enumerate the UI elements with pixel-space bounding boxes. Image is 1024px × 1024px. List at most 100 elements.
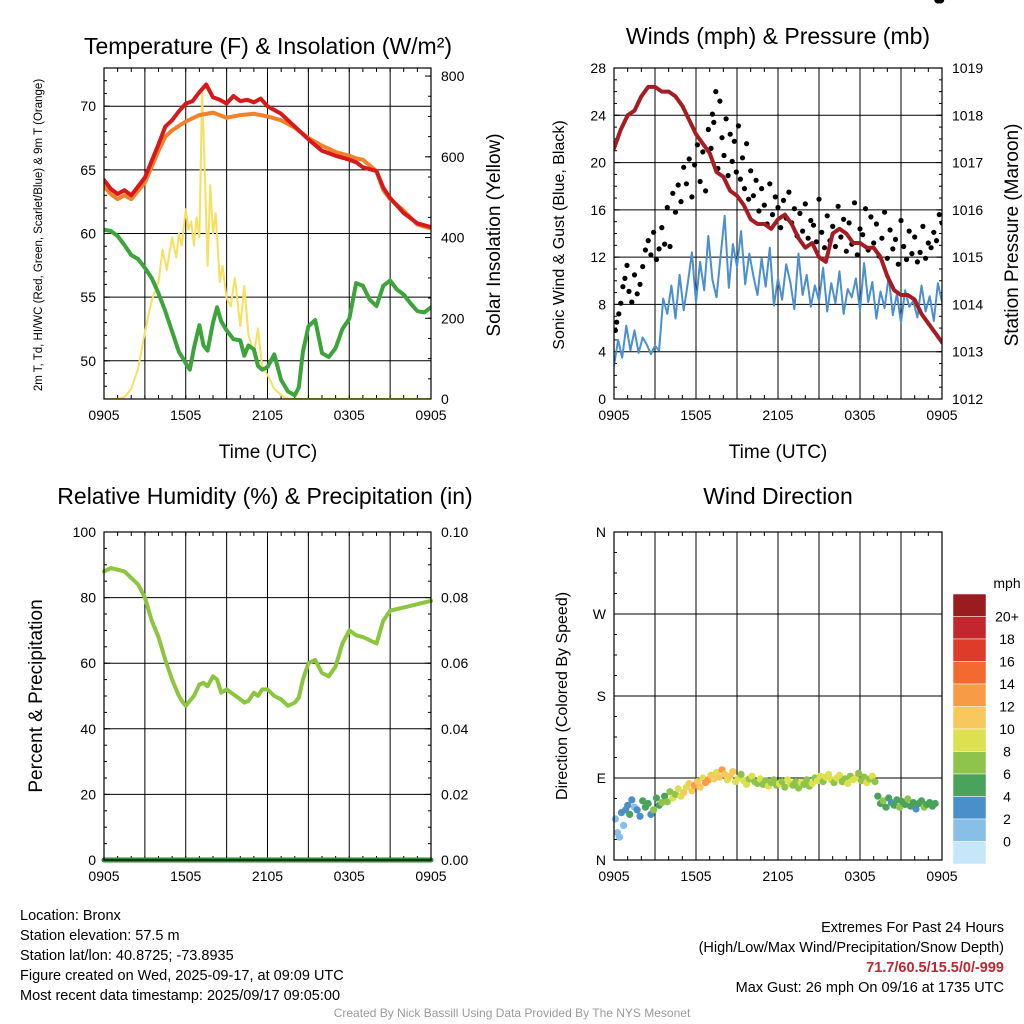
direction-point bbox=[688, 787, 696, 795]
temperature-plot-area: 0905 1505 2105 0305 0905 50 55 60 65 70 0 200 400 600… bbox=[80, 67, 465, 423]
x-tick-label: 0905 bbox=[598, 868, 629, 884]
direction-point bbox=[715, 773, 723, 781]
x-tick-label: 1505 bbox=[170, 868, 201, 884]
direction-point bbox=[671, 790, 680, 799]
direction-point bbox=[931, 799, 939, 808]
direction-point bbox=[636, 812, 644, 820]
gust-point bbox=[683, 181, 690, 187]
x-tick-label: 2105 bbox=[252, 407, 283, 423]
colorbar-label: 18 bbox=[999, 631, 1015, 647]
direction-point bbox=[743, 780, 751, 789]
y2-tick-label: 400 bbox=[441, 230, 465, 246]
gust-point bbox=[819, 229, 825, 235]
gust-point bbox=[675, 182, 681, 188]
direction-ylabel-left: Direction (Colored By Speed) bbox=[554, 592, 571, 800]
gust-point bbox=[709, 111, 716, 117]
colorbar-swatch bbox=[952, 773, 987, 797]
elevation-text: Station elevation: 57.5 m bbox=[20, 928, 180, 944]
gust-point bbox=[761, 202, 767, 208]
y-tick-label: 60 bbox=[80, 655, 96, 671]
humidity-plot-area: 0905 1505 2105 0305 09050204060801000.000.02… bbox=[73, 524, 469, 884]
gust-point bbox=[664, 204, 670, 211]
gust-point bbox=[727, 131, 733, 137]
gust-point bbox=[860, 232, 866, 238]
gust-point bbox=[667, 243, 673, 250]
gust-point bbox=[846, 220, 852, 226]
gust-point bbox=[912, 234, 918, 240]
direction-point bbox=[855, 769, 863, 778]
gust-point bbox=[759, 186, 765, 192]
y2-tick-label: 0.02 bbox=[441, 786, 468, 802]
winds-plot-area: 0905 1505 2105 0305 090504812162024281012101… bbox=[590, 60, 983, 423]
gust-point bbox=[746, 196, 752, 202]
direction-point bbox=[896, 803, 904, 811]
y-tick-label: 12 bbox=[590, 249, 606, 265]
gust-point bbox=[931, 229, 937, 235]
direction-point bbox=[770, 776, 778, 784]
y2-tick-label: 0.04 bbox=[441, 721, 468, 737]
direction-point bbox=[909, 799, 917, 807]
y2-tick-label: 1012 bbox=[952, 391, 983, 407]
colorbar-swatch bbox=[952, 616, 987, 640]
winds-series-group bbox=[614, 84, 942, 367]
y-tick-label: 20 bbox=[80, 786, 96, 802]
x-tick-label: 2105 bbox=[252, 868, 283, 884]
gust-point bbox=[933, 238, 940, 244]
gust-point bbox=[909, 251, 915, 257]
gust-point bbox=[705, 126, 711, 133]
gust-point bbox=[614, 327, 618, 333]
colorbar-swatch bbox=[952, 661, 987, 685]
gust-point bbox=[925, 240, 931, 246]
gust-point bbox=[786, 189, 792, 195]
direction-point bbox=[615, 833, 624, 841]
direction-point bbox=[835, 771, 844, 779]
plot-border bbox=[103, 67, 432, 400]
sonic-wind-series bbox=[614, 214, 942, 367]
direction-point bbox=[639, 797, 647, 805]
y-tick-label: N bbox=[596, 852, 606, 868]
gust-point bbox=[802, 201, 808, 207]
gust-point bbox=[898, 217, 904, 224]
extremes-info: Extremes For Past 24 Hours (High/Low/Max… bbox=[699, 918, 1004, 998]
gust-point bbox=[642, 247, 649, 253]
gust-point bbox=[769, 212, 776, 218]
direction-point bbox=[794, 784, 803, 792]
gust-point bbox=[775, 204, 781, 211]
pressure-series bbox=[614, 84, 942, 345]
gust-point bbox=[851, 200, 858, 206]
colorbar-swatch bbox=[952, 593, 987, 617]
gust-point bbox=[838, 234, 844, 240]
gust-point bbox=[733, 169, 739, 175]
gust-point bbox=[614, 319, 620, 325]
direction-point bbox=[674, 785, 682, 793]
y2-tick-label: 0.10 bbox=[441, 524, 468, 540]
gust-point bbox=[713, 89, 719, 95]
winds-panel: Winds (mph) & Pressure (mb) 0905 1505 2105… bbox=[551, 23, 1023, 463]
humidity-panel: Relative Humidity (%) & Precipitation (i… bbox=[26, 483, 473, 884]
direction-point bbox=[762, 777, 770, 785]
temperature-ylabel-left: 2m T, Td, HI/WC (Red, Green, Scarlet/Blu… bbox=[33, 79, 45, 391]
direction-point bbox=[652, 794, 661, 802]
y2-tick-label: 1015 bbox=[952, 249, 983, 265]
gust-point bbox=[841, 216, 847, 222]
gust-point bbox=[890, 246, 896, 252]
gust-point bbox=[689, 194, 695, 200]
temperature-series-group bbox=[104, 82, 431, 399]
gust-point bbox=[882, 209, 888, 215]
gust-point bbox=[739, 155, 746, 161]
gust-point bbox=[651, 229, 657, 235]
direction-point bbox=[626, 810, 634, 819]
gust-point bbox=[694, 142, 701, 148]
gust-point bbox=[629, 299, 635, 305]
colorbar-swatch bbox=[952, 683, 987, 707]
gust-point bbox=[780, 197, 787, 203]
gust-point bbox=[678, 199, 684, 205]
gust-point bbox=[895, 261, 901, 267]
colorbar-swatch bbox=[952, 728, 987, 752]
direction-point bbox=[661, 792, 669, 800]
gust-point bbox=[756, 208, 762, 214]
gust-point bbox=[791, 206, 798, 212]
gust-point bbox=[835, 203, 841, 209]
gust-point bbox=[703, 188, 709, 194]
